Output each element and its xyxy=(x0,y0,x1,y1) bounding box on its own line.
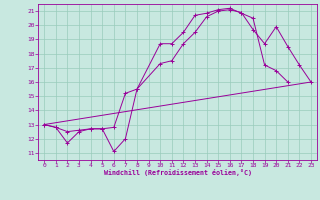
X-axis label: Windchill (Refroidissement éolien,°C): Windchill (Refroidissement éolien,°C) xyxy=(104,169,252,176)
